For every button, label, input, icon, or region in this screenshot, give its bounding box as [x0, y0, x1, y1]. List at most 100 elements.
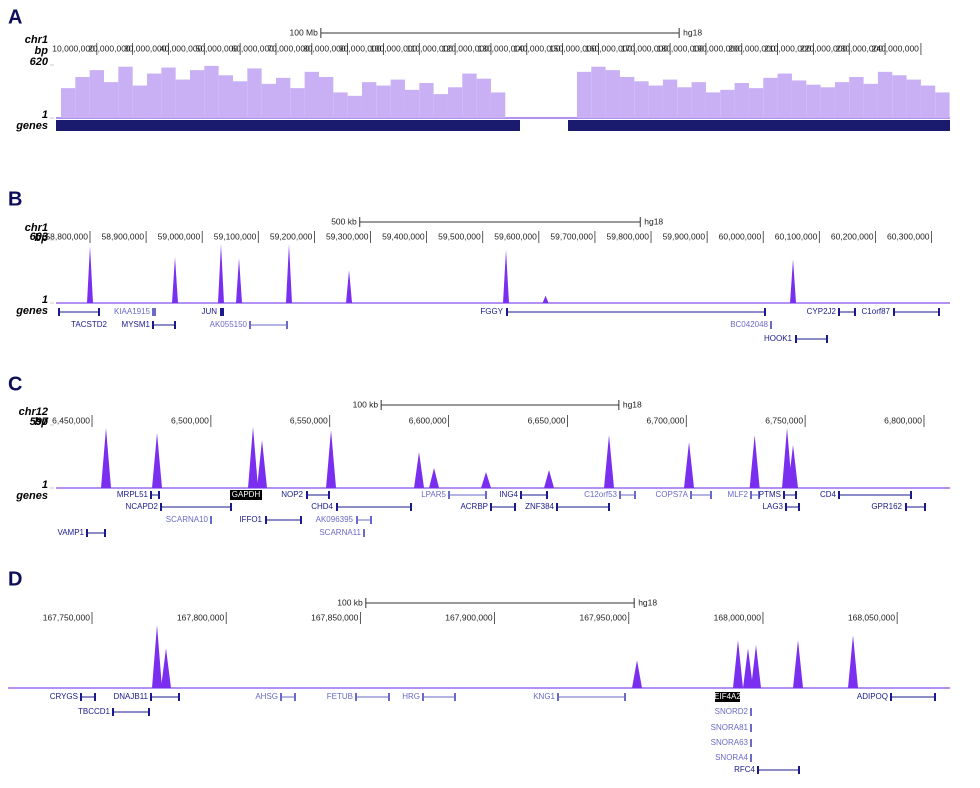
gene-exon [757, 766, 759, 774]
signal-bar [748, 88, 764, 118]
gene-exon [174, 321, 176, 329]
assembly-label: hg18 [638, 597, 657, 607]
gene-exon [230, 503, 232, 511]
signal-bar [849, 76, 864, 118]
genes-label: genes [15, 305, 48, 317]
scale-label: 100 kb [353, 399, 379, 409]
gene-exon [854, 308, 856, 316]
gene-label: COPS7A [656, 490, 689, 499]
gene-label: SCARNA10 [166, 515, 209, 524]
gene-exon [355, 693, 357, 701]
x-tick-label: 40,000,000 [160, 43, 203, 53]
gene-label: CRYGS [50, 692, 78, 701]
x-tick-label: 60,300,000 [887, 231, 930, 241]
gene-exon [104, 529, 106, 537]
x-tick-label: 59,600,000 [494, 231, 537, 241]
x-tick-label: 6,450,000 [52, 415, 90, 425]
gene-label: IFFO1 [239, 515, 262, 524]
gene-exon [112, 708, 114, 716]
signal-bar [648, 85, 663, 118]
gene-label: SNORA81 [711, 723, 749, 732]
scale-label: 100 Mb [289, 27, 318, 37]
gene-exon [422, 693, 424, 701]
gene-exon [750, 708, 752, 716]
chrom-label: chr1 [25, 34, 48, 46]
gene-label: MYSM1 [122, 320, 151, 329]
gene-label: SNORA63 [711, 738, 749, 747]
gene-label: NOP2 [281, 490, 303, 499]
signal-bar [304, 71, 319, 118]
signal-peak [160, 648, 171, 688]
signal-bar [935, 92, 950, 118]
y-tick-label: 603 [30, 231, 48, 243]
signal-bar [175, 79, 190, 118]
gene-exon [750, 754, 752, 762]
gene-label: AK055150 [210, 320, 248, 329]
signal-bar [691, 82, 706, 118]
chrom-label: chr12 [19, 406, 48, 418]
x-tick-label: 59,200,000 [270, 231, 313, 241]
gene-exon [94, 693, 96, 701]
gene-exon [910, 491, 912, 499]
signal-peak [414, 451, 425, 488]
x-tick-label: 100,000,000 [370, 43, 418, 53]
signal-peak [171, 257, 178, 303]
gene-label: MRPL51 [117, 490, 149, 499]
gene-exon [798, 766, 800, 774]
x-tick-label: 150,000,000 [549, 43, 597, 53]
signal-bar [232, 81, 248, 118]
gene-label: VAMP1 [57, 528, 84, 537]
signal-bar [906, 79, 921, 118]
signal-peak [481, 472, 492, 488]
x-tick-label: 167,800,000 [177, 612, 225, 622]
signal-bar [275, 77, 291, 118]
gene-exon [58, 308, 60, 316]
gene-exon [328, 491, 330, 499]
signal-peak [790, 259, 797, 303]
signal-bar [347, 95, 362, 118]
gene-label: DNAJB11 [113, 692, 148, 701]
x-tick-label: 30,000,000 [124, 43, 167, 53]
signal-bar [763, 77, 778, 118]
assembly-label: hg18 [683, 27, 702, 37]
signal-bar [734, 82, 749, 118]
unit-label: bp [35, 416, 49, 428]
gene-exon [934, 693, 936, 701]
x-tick-label: 230,000,000 [836, 43, 884, 53]
signal-peak [217, 243, 224, 303]
x-tick-label: 20,000,000 [88, 43, 131, 53]
gene-exon [490, 503, 492, 511]
signal-bar [619, 76, 635, 118]
gene-exon [220, 308, 222, 316]
gene-exon [336, 503, 338, 511]
x-tick-label: 170,000,000 [621, 43, 669, 53]
gene-band [56, 120, 520, 131]
x-tick-label: 59,700,000 [550, 231, 593, 241]
unit-label: bp [35, 232, 49, 244]
signal-bar [290, 88, 305, 118]
signal-bar [103, 82, 119, 118]
gene-exon [306, 491, 308, 499]
y-tick-label: 1 [42, 479, 48, 491]
gene-exon [750, 724, 752, 732]
gene-label: JUN [201, 307, 217, 316]
signal-peak [248, 427, 259, 488]
x-tick-label: 180,000,000 [657, 43, 705, 53]
gene-exon [448, 491, 450, 499]
signal-bar [863, 83, 878, 118]
signal-bar [490, 92, 506, 118]
signal-peak [257, 440, 268, 488]
x-tick-label: 6,650,000 [528, 415, 566, 425]
gene-exon [300, 516, 302, 524]
gene-label: EIF4A2 [714, 692, 741, 701]
signal-peak [503, 250, 510, 303]
signal-peak [782, 427, 793, 488]
gene-label: C12orf53 [584, 490, 617, 499]
chrom-label: chr1 [25, 222, 48, 234]
signal-bar [777, 73, 792, 118]
assembly-label: hg18 [644, 216, 663, 226]
gene-label: FETUB [327, 692, 353, 701]
signal-bar [920, 85, 936, 118]
x-tick-label: 6,750,000 [765, 415, 803, 425]
